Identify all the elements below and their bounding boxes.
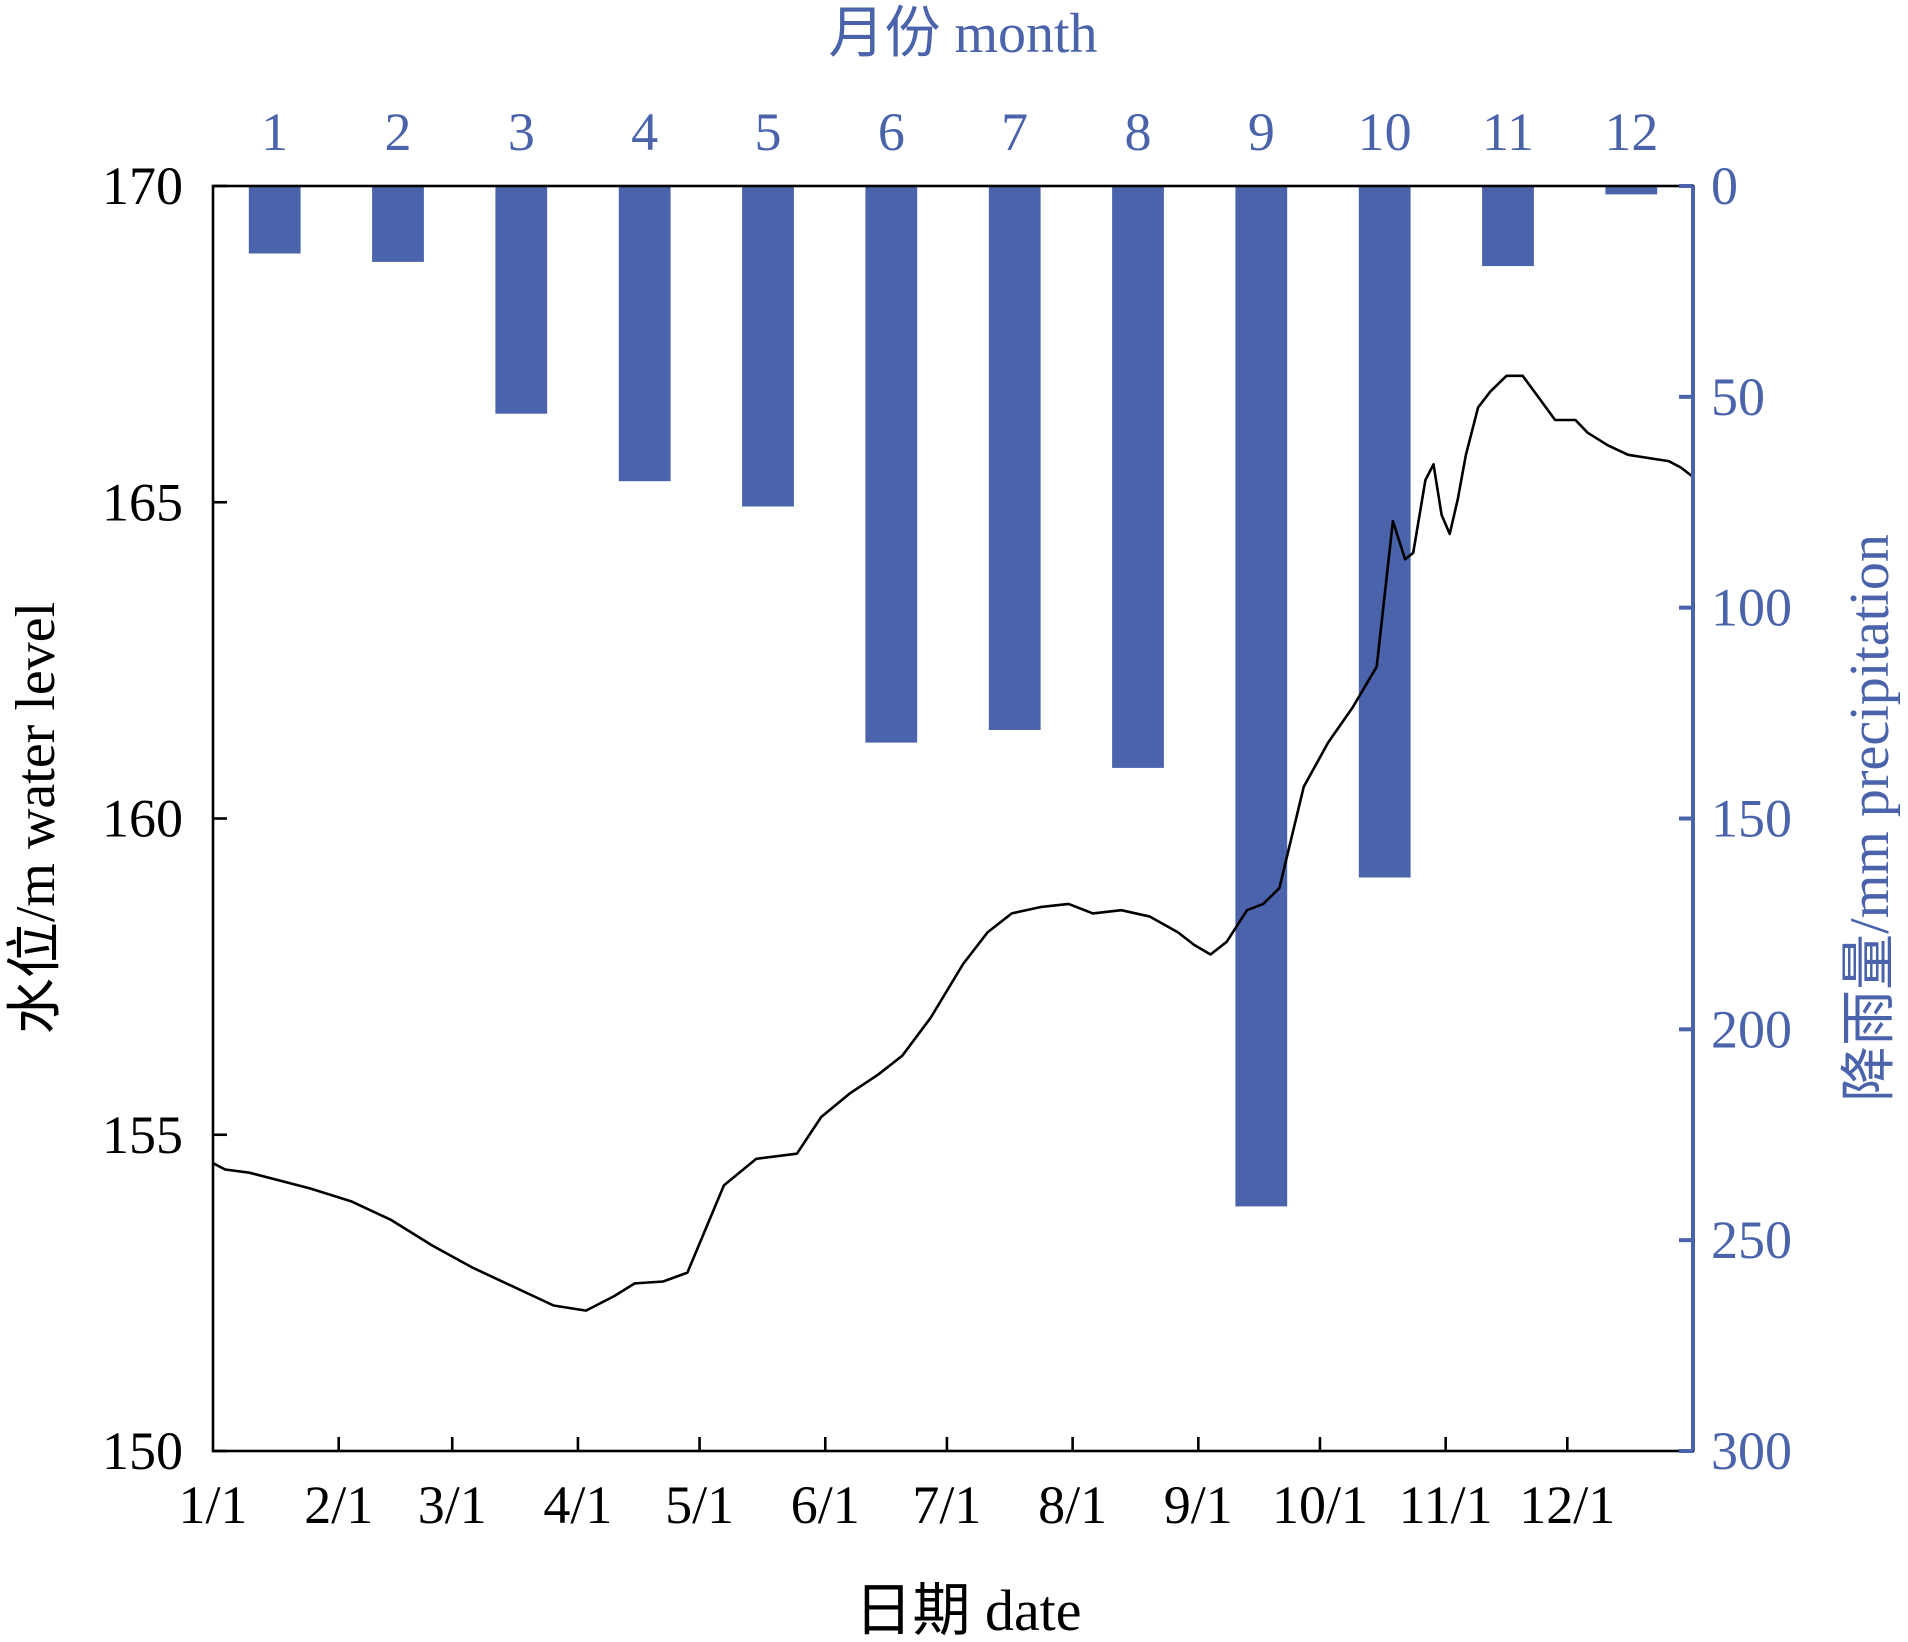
precip-bar-6 [865, 186, 918, 743]
right-tick-label: 0 [1711, 156, 1738, 216]
precip-bar-7 [988, 186, 1041, 730]
bottom-tick-label: 8/1 [1038, 1475, 1107, 1535]
right-axis-label: 降雨量/mm precipitation [1839, 534, 1901, 1102]
precip-bar-12 [1605, 186, 1658, 195]
top-tick-label: 12 [1604, 102, 1658, 162]
top-tick-label: 3 [508, 102, 535, 162]
plot-frame [211, 184, 1695, 1453]
left-axis-ticks: 150 155 160 165 170 [102, 156, 227, 1481]
left-axis-label: 水位/m water level [5, 602, 67, 1034]
precip-bar-2 [372, 186, 424, 262]
top-tick-label: 7 [1001, 102, 1028, 162]
bottom-tick-label: 10/1 [1272, 1475, 1368, 1535]
top-axis-label: 月份 month [828, 3, 1097, 65]
right-tick-label: 300 [1711, 1421, 1792, 1481]
bottom-tick-label: 3/1 [418, 1475, 487, 1535]
precip-bar-5 [742, 186, 794, 507]
precip-bar-11 [1482, 186, 1534, 267]
bottom-tick-label: 9/1 [1164, 1475, 1233, 1535]
bottom-tick-label: 11/1 [1399, 1475, 1493, 1535]
bottom-tick-label: 4/1 [543, 1475, 612, 1535]
precip-bar-1 [248, 186, 301, 254]
precipitation-bars [248, 186, 1658, 1207]
top-tick-label: 4 [631, 102, 658, 162]
left-tick-label: 150 [102, 1421, 183, 1481]
top-tick-label: 2 [385, 102, 412, 162]
left-tick-label: 170 [102, 156, 183, 216]
top-axis-ticks: 1 2 3 4 5 6 7 8 9 10 11 12 [261, 102, 1658, 162]
right-tick-label: 250 [1711, 1210, 1792, 1270]
top-tick-label: 6 [878, 102, 905, 162]
right-tick-label: 100 [1711, 578, 1792, 638]
bottom-tick-label: 5/1 [665, 1475, 734, 1535]
left-tick-label: 160 [102, 789, 183, 849]
bottom-tick-label: 1/1 [178, 1475, 247, 1535]
precip-bar-3 [495, 186, 548, 414]
left-tick-label: 165 [102, 472, 183, 532]
precip-bar-9 [1235, 186, 1288, 1207]
water-level-line [212, 374, 1694, 1312]
bottom-axis-label: 日期 date [854, 1578, 1081, 1642]
top-tick-label: 11 [1482, 102, 1534, 162]
top-tick-label: 10 [1358, 102, 1412, 162]
bottom-tick-label: 12/1 [1519, 1475, 1615, 1535]
bottom-tick-label: 6/1 [791, 1475, 860, 1535]
precip-bar-4 [618, 186, 671, 482]
right-tick-label: 50 [1711, 367, 1765, 427]
top-tick-label: 9 [1248, 102, 1275, 162]
left-tick-label: 155 [102, 1105, 183, 1165]
bottom-tick-label: 2/1 [304, 1475, 373, 1535]
right-tick-label: 200 [1711, 999, 1792, 1059]
top-tick-label: 8 [1125, 102, 1152, 162]
top-tick-label: 1 [261, 102, 288, 162]
precip-bar-8 [1112, 186, 1164, 768]
top-tick-label: 5 [755, 102, 782, 162]
bottom-axis-ticks: 1/1 2/1 3/1 4/1 5/1 6/1 7/1 8/1 9/1 10/1 11/1 12/1 [178, 1437, 1615, 1535]
right-axis-ticks: 0 50 100 150 200 250 300 [1679, 156, 1792, 1481]
bottom-tick-label: 7/1 [912, 1475, 981, 1535]
precip-bar-10 [1358, 186, 1411, 878]
right-tick-label: 150 [1711, 789, 1792, 849]
